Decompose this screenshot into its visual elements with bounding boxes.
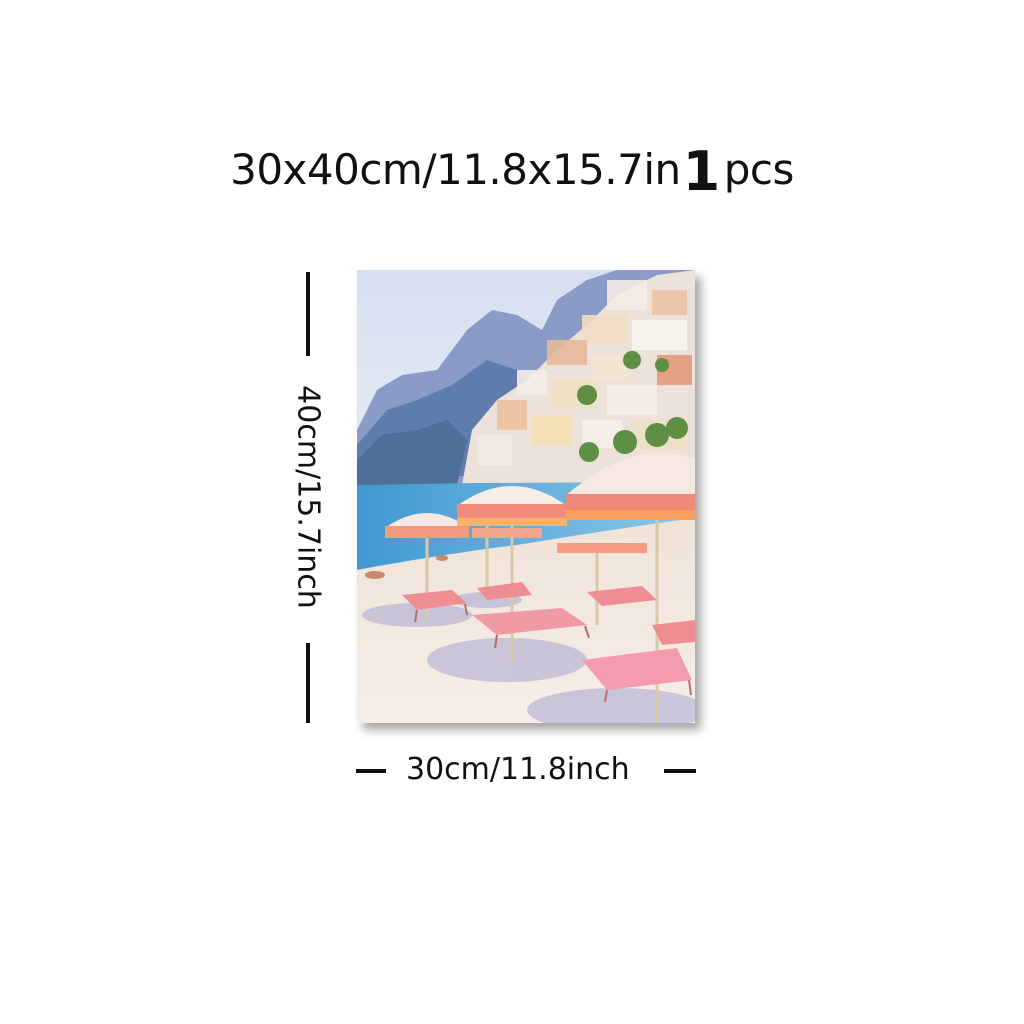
width-label: 30cm/11.8inch	[406, 752, 630, 787]
width-line-left	[356, 769, 386, 773]
quantity-unit: pcs	[723, 145, 795, 194]
height-line-top	[306, 272, 310, 356]
size-title: 30x40cm/11.8x15.7in1pcs	[0, 140, 1024, 203]
height-line-bottom	[306, 643, 310, 723]
quantity-number: 1	[682, 140, 721, 203]
width-line-right	[664, 769, 696, 773]
height-label: 40cm/15.7inch	[290, 385, 326, 609]
size-text: 30x40cm/11.8x15.7in	[230, 145, 681, 194]
canvas-painting	[357, 270, 695, 723]
beach-painting-image	[357, 270, 695, 723]
